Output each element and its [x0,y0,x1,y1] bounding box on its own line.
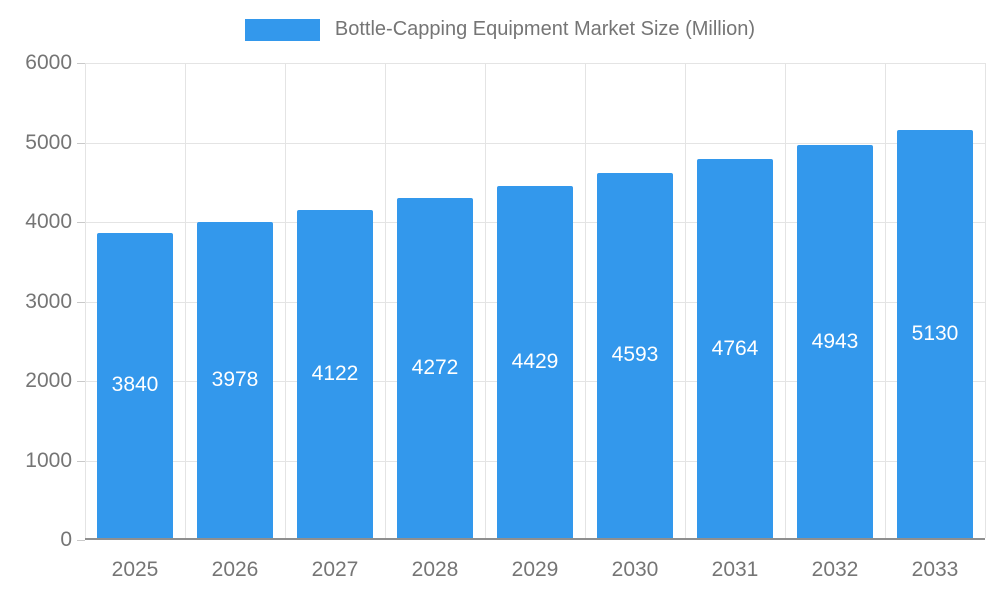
v-gridline [685,63,686,538]
y-tick-label: 5000 [25,130,72,154]
bar-2026 [197,221,273,538]
h-gridline [85,142,985,144]
bar-2029 [497,185,573,538]
x-tick-label: 2033 [911,558,959,581]
v-gridline [85,63,86,538]
y-tick-label: 6000 [25,51,72,74]
y-tick-mark [77,63,85,64]
x-tick-label: 2025 [111,558,159,581]
bar-2031 [697,159,773,538]
y-tick-label: 3000 [25,289,72,313]
bar-2032 [797,145,873,538]
y-axis-labels: 0 1000 2000 3000 4000 5000 6000 [0,51,72,551]
y-tick-label: 4000 [25,210,72,233]
y-tick-label: 2000 [25,369,72,392]
chart-title: Bottle-Capping Equipment Market Size (Mi… [334,18,756,40]
v-gridline [385,63,386,538]
bar-2025 [97,232,173,538]
x-tick-label: 2031 [711,558,759,581]
x-tick-label: 2029 [511,558,559,581]
legend-swatch-icon [244,18,320,41]
chart-legend[interactable]: Bottle-Capping Equipment Market Size (Mi… [0,18,1000,41]
bar-2030 [597,172,673,538]
y-tick-mark [77,301,85,303]
x-tick-label: 2030 [611,558,659,581]
v-gridline [785,63,786,538]
y-tick-mark [77,142,85,144]
plot-area: 3840 3978 4122 4272 4429 4593 4764 4943 5130 [85,63,986,540]
v-gridline [885,63,886,538]
v-gridline [485,63,486,538]
y-tick-label: 0 [60,528,72,551]
x-tick-label: 2032 [811,558,859,581]
v-gridline [285,63,286,538]
y-tick-mark [77,540,85,541]
bar-2028 [397,198,473,538]
x-axis-labels: 2025 2026 2027 2028 2029 2030 2031 2032 2033 [85,558,985,588]
y-tick-mark [77,460,85,462]
x-tick-label: 2028 [411,558,459,581]
h-gridline [85,63,985,64]
y-tick-mark [77,222,85,223]
v-gridline [585,63,586,538]
y-tick-mark [77,381,85,382]
bar-2033 [897,130,973,538]
bar-2027 [297,210,373,538]
v-gridline [185,63,186,538]
x-tick-label: 2027 [311,558,359,581]
x-tick-label: 2026 [211,558,259,581]
v-gridline [985,63,986,538]
y-tick-label: 1000 [25,448,72,472]
